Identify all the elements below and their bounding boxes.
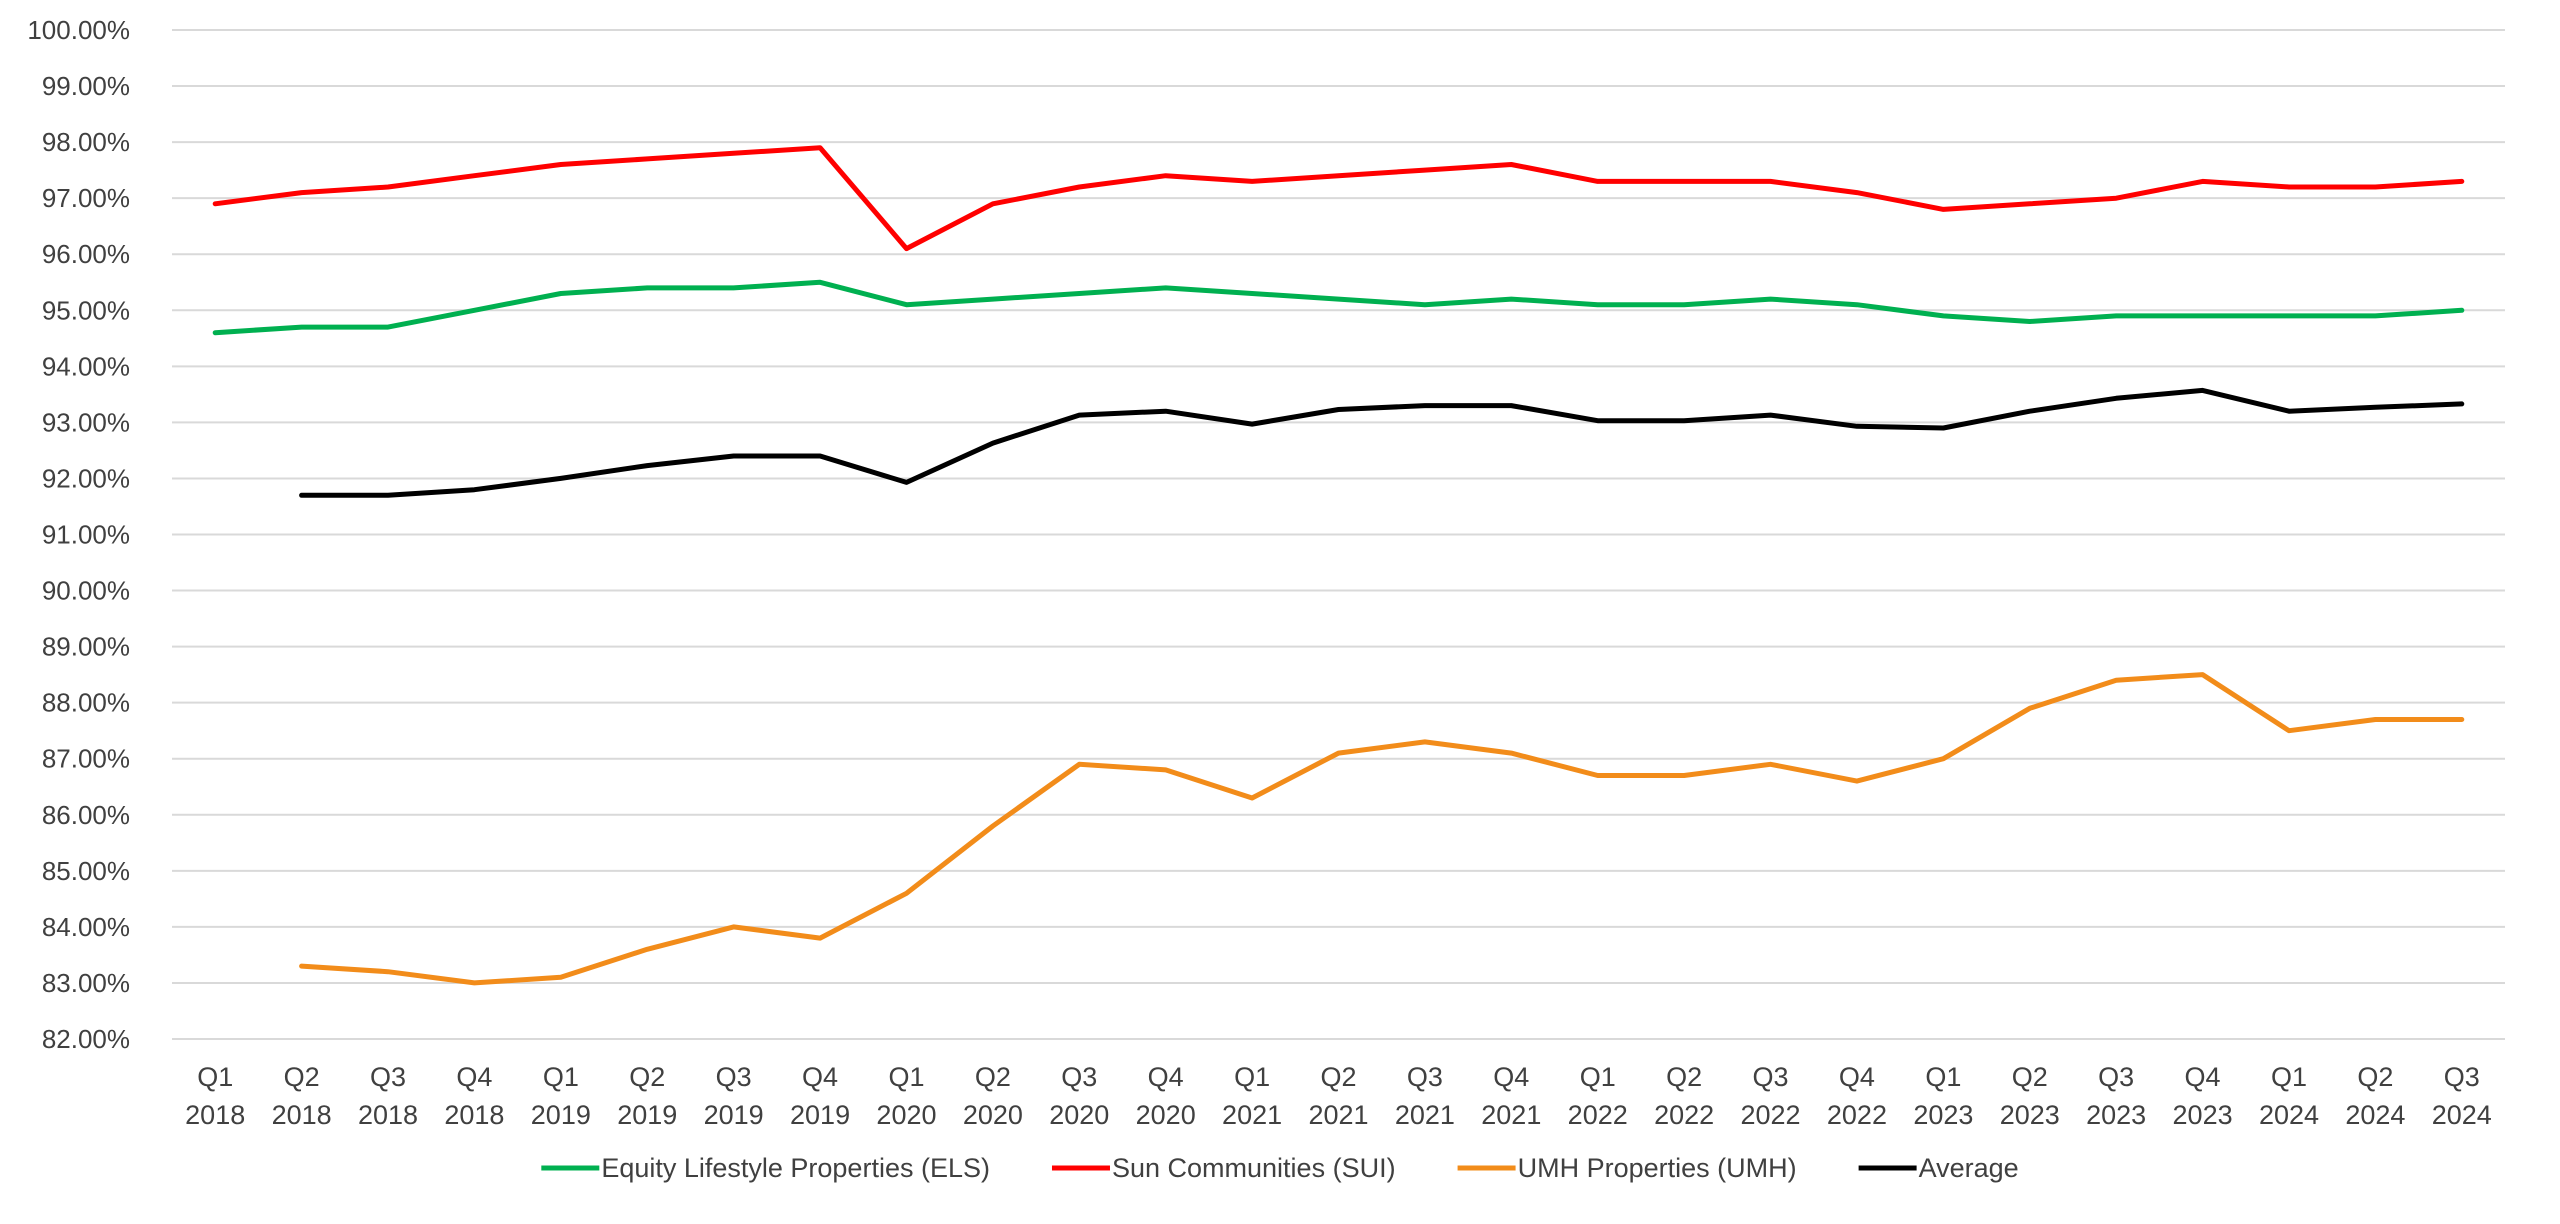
x-tick-label-year: 2021	[1222, 1100, 1282, 1130]
x-axis-tick-labels: Q1 2018 Q2 2018 Q3 2018 Q4 2018 Q1 2019 Q2 2019 Q3 20…	[185, 1062, 2492, 1130]
legend-label-1: Equity Lifestyle Properties (ELS)	[601, 1153, 990, 1183]
y-tick-label: 85.00%	[42, 856, 130, 886]
x-tick-label-quarter: Q4	[1839, 1062, 1875, 1092]
x-tick-label-year: 2024	[2432, 1100, 2492, 1130]
x-tick-label-quarter: Q3	[2444, 1062, 2480, 1092]
x-tick-label-year: 2021	[1395, 1100, 1455, 1130]
x-tick-label-quarter: Q2	[2012, 1062, 2048, 1092]
legend-label-3: UMH Properties (UMH)	[1518, 1153, 1797, 1183]
x-tick-label-year: 2024	[2345, 1100, 2405, 1130]
legend-label-4: Average	[1919, 1153, 2019, 1183]
y-tick-label: 93.00%	[42, 407, 130, 437]
x-tick-label-quarter: Q4	[1493, 1062, 1529, 1092]
x-tick-label-year: 2024	[2259, 1100, 2319, 1130]
y-tick-label: 97.00%	[42, 183, 130, 213]
x-tick-label-year: 2022	[1827, 1100, 1887, 1130]
x-tick-label-quarter: Q1	[1925, 1062, 1961, 1092]
y-tick-label: 84.00%	[42, 912, 130, 942]
x-tick-label-quarter: Q4	[456, 1062, 492, 1092]
x-tick-label-quarter: Q1	[543, 1062, 579, 1092]
y-tick-label: 82.00%	[42, 1024, 130, 1054]
x-tick-label-quarter: Q3	[1753, 1062, 1789, 1092]
x-tick-label-quarter: Q3	[370, 1062, 406, 1092]
x-tick-label-year: 2023	[2173, 1100, 2233, 1130]
x-tick-label-quarter: Q4	[802, 1062, 838, 1092]
y-tick-label: 99.00%	[42, 71, 130, 101]
x-tick-label-year: 2022	[1654, 1100, 1714, 1130]
legend-label-2: Sun Communities (SUI)	[1112, 1153, 1396, 1183]
x-tick-label-year: 2023	[1913, 1100, 1973, 1130]
y-tick-label: 90.00%	[42, 576, 130, 606]
gridlines	[172, 29, 2505, 1040]
y-tick-label: 96.00%	[42, 239, 130, 269]
x-tick-label-quarter: Q1	[1580, 1062, 1616, 1092]
x-tick-label-year: 2022	[1740, 1100, 1800, 1130]
x-tick-label-quarter: Q2	[284, 1062, 320, 1092]
y-tick-label: 89.00%	[42, 632, 130, 662]
x-tick-label-year: 2019	[531, 1100, 591, 1130]
series-line-1	[212, 279, 2465, 336]
y-tick-label: 87.00%	[42, 744, 130, 774]
x-tick-label-quarter: Q2	[629, 1062, 665, 1092]
x-tick-label-quarter: Q3	[716, 1062, 752, 1092]
x-tick-label-year: 2021	[1481, 1100, 1541, 1130]
y-tick-label: 86.00%	[42, 800, 130, 830]
y-tick-label: 100.00%	[27, 15, 130, 45]
x-tick-label-quarter: Q3	[1407, 1062, 1443, 1092]
series-line-3	[299, 672, 2465, 986]
series-line-4	[299, 387, 2465, 498]
x-tick-label-year: 2018	[358, 1100, 418, 1130]
legend: Equity Lifestyle Properties (ELS) Sun Com…	[541, 1153, 2019, 1183]
x-tick-label-year: 2019	[790, 1100, 850, 1130]
x-tick-label-quarter: Q1	[1234, 1062, 1270, 1092]
x-tick-label-quarter: Q1	[888, 1062, 924, 1092]
x-tick-label-quarter: Q3	[1061, 1062, 1097, 1092]
x-tick-label-year: 2019	[704, 1100, 764, 1130]
x-tick-label-quarter: Q1	[2271, 1062, 2307, 1092]
y-tick-label: 83.00%	[42, 968, 130, 998]
x-tick-label-quarter: Q3	[2098, 1062, 2134, 1092]
x-tick-label-year: 2020	[1049, 1100, 1109, 1130]
x-tick-label-quarter: Q4	[1148, 1062, 1184, 1092]
x-tick-label-year: 2023	[2086, 1100, 2146, 1130]
x-tick-label-year: 2020	[876, 1100, 936, 1130]
y-tick-label: 95.00%	[42, 295, 130, 325]
x-tick-label-quarter: Q1	[197, 1062, 233, 1092]
x-tick-label-year: 2018	[185, 1100, 245, 1130]
y-axis-tick-labels: 82.00% 83.00% 84.00% 85.00% 86.00% 87.00% 88.0…	[27, 15, 130, 1054]
x-tick-label-quarter: Q2	[1320, 1062, 1356, 1092]
y-tick-label: 92.00%	[42, 463, 130, 493]
x-tick-label-year: 2020	[1136, 1100, 1196, 1130]
x-tick-label-quarter: Q2	[1666, 1062, 1702, 1092]
y-tick-label: 91.00%	[42, 520, 130, 550]
x-tick-label-year: 2018	[272, 1100, 332, 1130]
x-tick-label-year: 2023	[2000, 1100, 2060, 1130]
series-line-2	[212, 145, 2465, 252]
y-tick-label: 98.00%	[42, 127, 130, 157]
x-tick-label-year: 2021	[1308, 1100, 1368, 1130]
x-tick-label-year: 2019	[617, 1100, 677, 1130]
x-tick-label-year: 2022	[1568, 1100, 1628, 1130]
x-tick-label-year: 2020	[963, 1100, 1023, 1130]
x-tick-label-year: 2018	[444, 1100, 504, 1130]
x-tick-label-quarter: Q2	[2357, 1062, 2393, 1092]
x-tick-label-quarter: Q4	[2185, 1062, 2221, 1092]
y-tick-label: 94.00%	[42, 351, 130, 381]
series-lines	[212, 145, 2465, 986]
y-tick-label: 88.00%	[42, 688, 130, 718]
x-tick-label-quarter: Q2	[975, 1062, 1011, 1092]
